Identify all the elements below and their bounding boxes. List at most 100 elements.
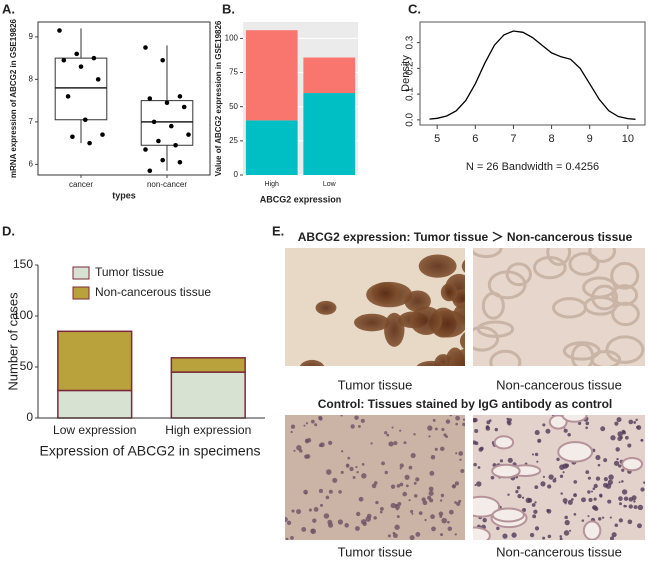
nucleus [542, 423, 546, 427]
nucleus [415, 531, 421, 537]
image-background [285, 415, 465, 540]
nucleus [340, 450, 344, 453]
nucleus [455, 422, 458, 426]
nucleus [592, 487, 596, 491]
panel-label: D. [2, 223, 15, 238]
gland [491, 507, 525, 523]
point [160, 157, 165, 163]
nucleus [593, 497, 597, 501]
y-tick-label: 0.3 [405, 35, 416, 49]
nucleus [328, 522, 334, 528]
nucleus [613, 460, 620, 466]
nucleus [384, 470, 388, 475]
point [164, 100, 170, 106]
nucleus [574, 493, 577, 496]
panel-label: E. [272, 223, 284, 238]
point [169, 123, 174, 129]
nucleus [438, 511, 444, 517]
nucleus [439, 499, 443, 502]
gland [493, 435, 515, 450]
bar-segment [57, 330, 133, 392]
nucleus [290, 536, 294, 540]
nucleus [640, 438, 644, 442]
nucleus [618, 518, 623, 523]
nucleus [462, 418, 465, 421]
nucleus [427, 425, 433, 431]
gland [473, 526, 491, 540]
nucleus [534, 526, 540, 531]
nucleus [440, 446, 445, 452]
nucleus [431, 526, 436, 532]
nucleus [462, 422, 465, 427]
nucleus [290, 430, 293, 434]
tissue-texture [473, 415, 645, 540]
y-tick-label: 6 [29, 159, 34, 168]
nucleus [455, 452, 458, 455]
nucleus [361, 473, 367, 479]
nucleus [305, 438, 309, 443]
nucleus [394, 524, 400, 530]
nucleus [564, 515, 568, 520]
nucleus [434, 427, 438, 431]
nucleus [609, 516, 612, 519]
nucleus [429, 498, 434, 503]
point [147, 96, 153, 101]
nucleus [449, 415, 453, 417]
nucleus [525, 497, 531, 503]
nucleus [564, 519, 570, 526]
nucleus [617, 431, 623, 437]
y-axis-label: Number of cases [5, 292, 20, 391]
x-tick-label: 6 [472, 133, 478, 145]
nucleus [600, 426, 606, 432]
x-tick-label: cancer [69, 180, 93, 189]
nucleus [633, 420, 637, 424]
nucleus [621, 489, 628, 495]
image-caption: Tumor tissue [338, 544, 413, 559]
nucleus [485, 425, 490, 429]
point [147, 168, 153, 174]
nucleus [390, 502, 396, 509]
nucleus [614, 421, 619, 426]
point [57, 28, 62, 33]
nucleus [354, 415, 359, 420]
nucleus [390, 484, 396, 489]
nucleus [618, 502, 622, 506]
nucleus [627, 519, 633, 525]
nucleus [559, 474, 564, 478]
nucleus [451, 484, 457, 489]
nucleus [393, 441, 398, 446]
image-row-title: Control: Tissues stained by IgG antibody… [318, 397, 613, 411]
nucleus [506, 420, 511, 424]
gland [473, 495, 501, 518]
nucleus [388, 441, 394, 447]
nucleus [409, 535, 415, 540]
gland [548, 415, 568, 430]
nucleus [559, 537, 563, 540]
y-axis-label: mRNA expression of ABCG2 in GSE19826 [9, 18, 18, 178]
nucleus [293, 449, 296, 452]
nucleus [325, 495, 330, 500]
y-tick-label: 75 [229, 68, 238, 77]
nucleus [460, 468, 465, 473]
nucleus [370, 442, 373, 445]
nucleus [548, 474, 554, 480]
tissue-blob [418, 254, 457, 278]
nucleus [408, 465, 413, 470]
nucleus [355, 465, 358, 469]
gland [552, 297, 588, 319]
y-tick-label: 100 [225, 34, 239, 43]
nucleus [563, 530, 570, 536]
nucleus [531, 503, 536, 507]
y-tick-label: 25 [229, 136, 238, 145]
gland [611, 301, 640, 327]
nucleus [546, 508, 550, 512]
tissue-blob [404, 290, 431, 312]
nucleus [391, 426, 394, 429]
nucleus [405, 484, 409, 488]
nucleus [511, 532, 517, 538]
nucleus [418, 511, 423, 515]
gland [605, 335, 645, 364]
nucleus [340, 415, 343, 417]
nucleus [633, 505, 638, 510]
